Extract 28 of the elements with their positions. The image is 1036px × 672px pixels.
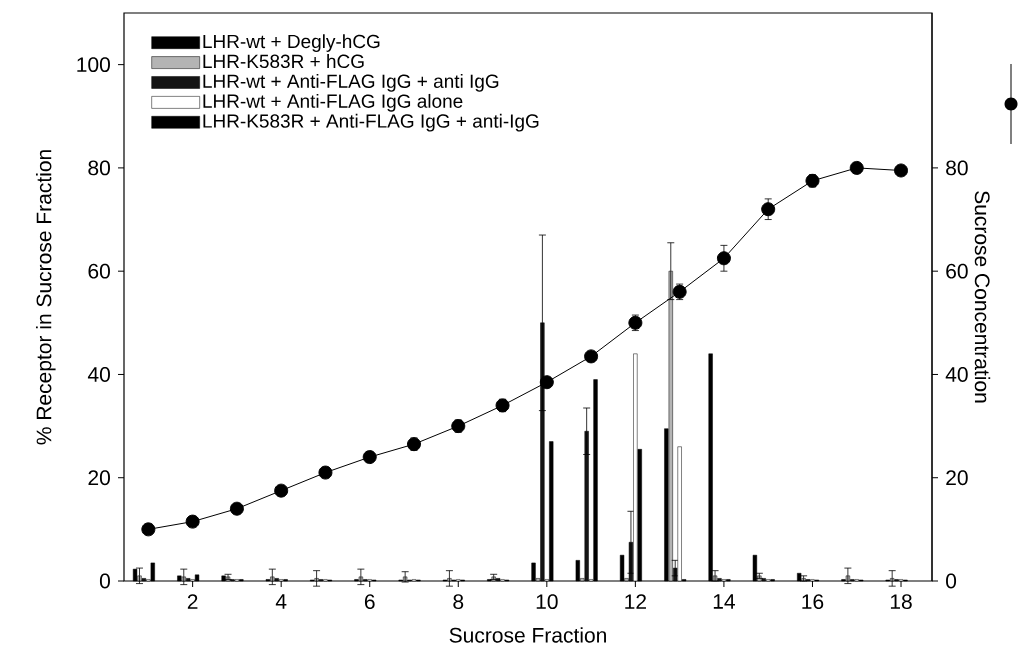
y-axis-title: % Receptor in Sucrose Fraction [35,150,56,445]
legend-label: LHR-K583R + hCG [203,54,364,69]
legend-label: LHR-wt + Anti-FLAG IgG alone [203,93,463,112]
y-tick-label: 60 [88,263,110,279]
x-tick-label: 2 [187,594,198,609]
y2-tick-label: 20 [946,470,968,486]
x-tick-label: 16 [802,594,824,610]
x-axis-title: Sucrose Fraction [449,627,606,643]
legend-label: LHR-wt + Degly-hCG [203,34,380,52]
y-tick-label: 20 [88,470,110,486]
legend-label: LHR-wt + Anti-FLAG IgG + anti IgG [203,74,499,92]
y-tick-label: 100 [77,57,110,73]
y2-tick-label: 80 [946,160,968,176]
x-tick-label: 4 [275,594,287,609]
y2-tick-label: 0 [946,573,957,589]
y-tick-label: 80 [88,160,110,176]
y-tick-label: 0 [99,573,110,589]
x-tick-label: 14 [713,594,735,609]
y2-tick-label: 40 [945,367,968,382]
x-tick-label: 10 [536,594,558,610]
legend-label: LHR-K583R + Anti-FLAG IgG + anti-IgG [203,113,539,132]
x-tick-label: 6 [364,594,375,610]
y2-tick-label: 60 [946,263,968,279]
y-tick-label: 40 [87,367,110,382]
x-tick-label: 18 [890,594,912,610]
x-tick-label: 12 [625,594,646,609]
y2-axis-title: Sucrose Concentration [974,191,991,403]
x-tick-label: 8 [453,594,464,610]
